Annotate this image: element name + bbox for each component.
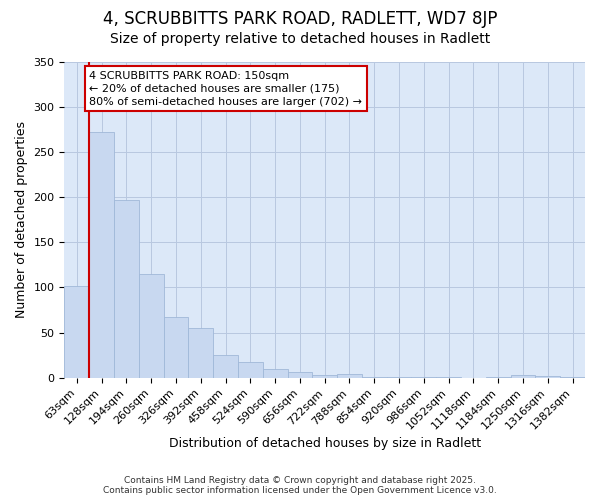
Bar bbox=[263, 369, 287, 378]
Bar bbox=[337, 374, 362, 378]
Bar bbox=[313, 375, 337, 378]
Bar bbox=[287, 372, 313, 378]
Bar bbox=[164, 318, 188, 378]
Bar bbox=[486, 377, 511, 378]
Y-axis label: Number of detached properties: Number of detached properties bbox=[15, 121, 28, 318]
Bar bbox=[64, 286, 89, 378]
Bar bbox=[386, 377, 412, 378]
Text: 4, SCRUBBITTS PARK ROAD, RADLETT, WD7 8JP: 4, SCRUBBITTS PARK ROAD, RADLETT, WD7 8J… bbox=[103, 10, 497, 28]
Bar bbox=[139, 274, 164, 378]
Bar bbox=[89, 132, 114, 378]
Bar bbox=[362, 377, 386, 378]
Bar bbox=[535, 376, 560, 378]
Text: Contains HM Land Registry data © Crown copyright and database right 2025.
Contai: Contains HM Land Registry data © Crown c… bbox=[103, 476, 497, 495]
Bar bbox=[436, 377, 461, 378]
Text: 4 SCRUBBITTS PARK ROAD: 150sqm
← 20% of detached houses are smaller (175)
80% of: 4 SCRUBBITTS PARK ROAD: 150sqm ← 20% of … bbox=[89, 70, 362, 107]
Text: Size of property relative to detached houses in Radlett: Size of property relative to detached ho… bbox=[110, 32, 490, 46]
Bar bbox=[560, 377, 585, 378]
Bar bbox=[238, 362, 263, 378]
Bar bbox=[114, 200, 139, 378]
Bar bbox=[213, 356, 238, 378]
Bar bbox=[511, 375, 535, 378]
X-axis label: Distribution of detached houses by size in Radlett: Distribution of detached houses by size … bbox=[169, 437, 481, 450]
Bar bbox=[188, 328, 213, 378]
Bar bbox=[412, 377, 436, 378]
